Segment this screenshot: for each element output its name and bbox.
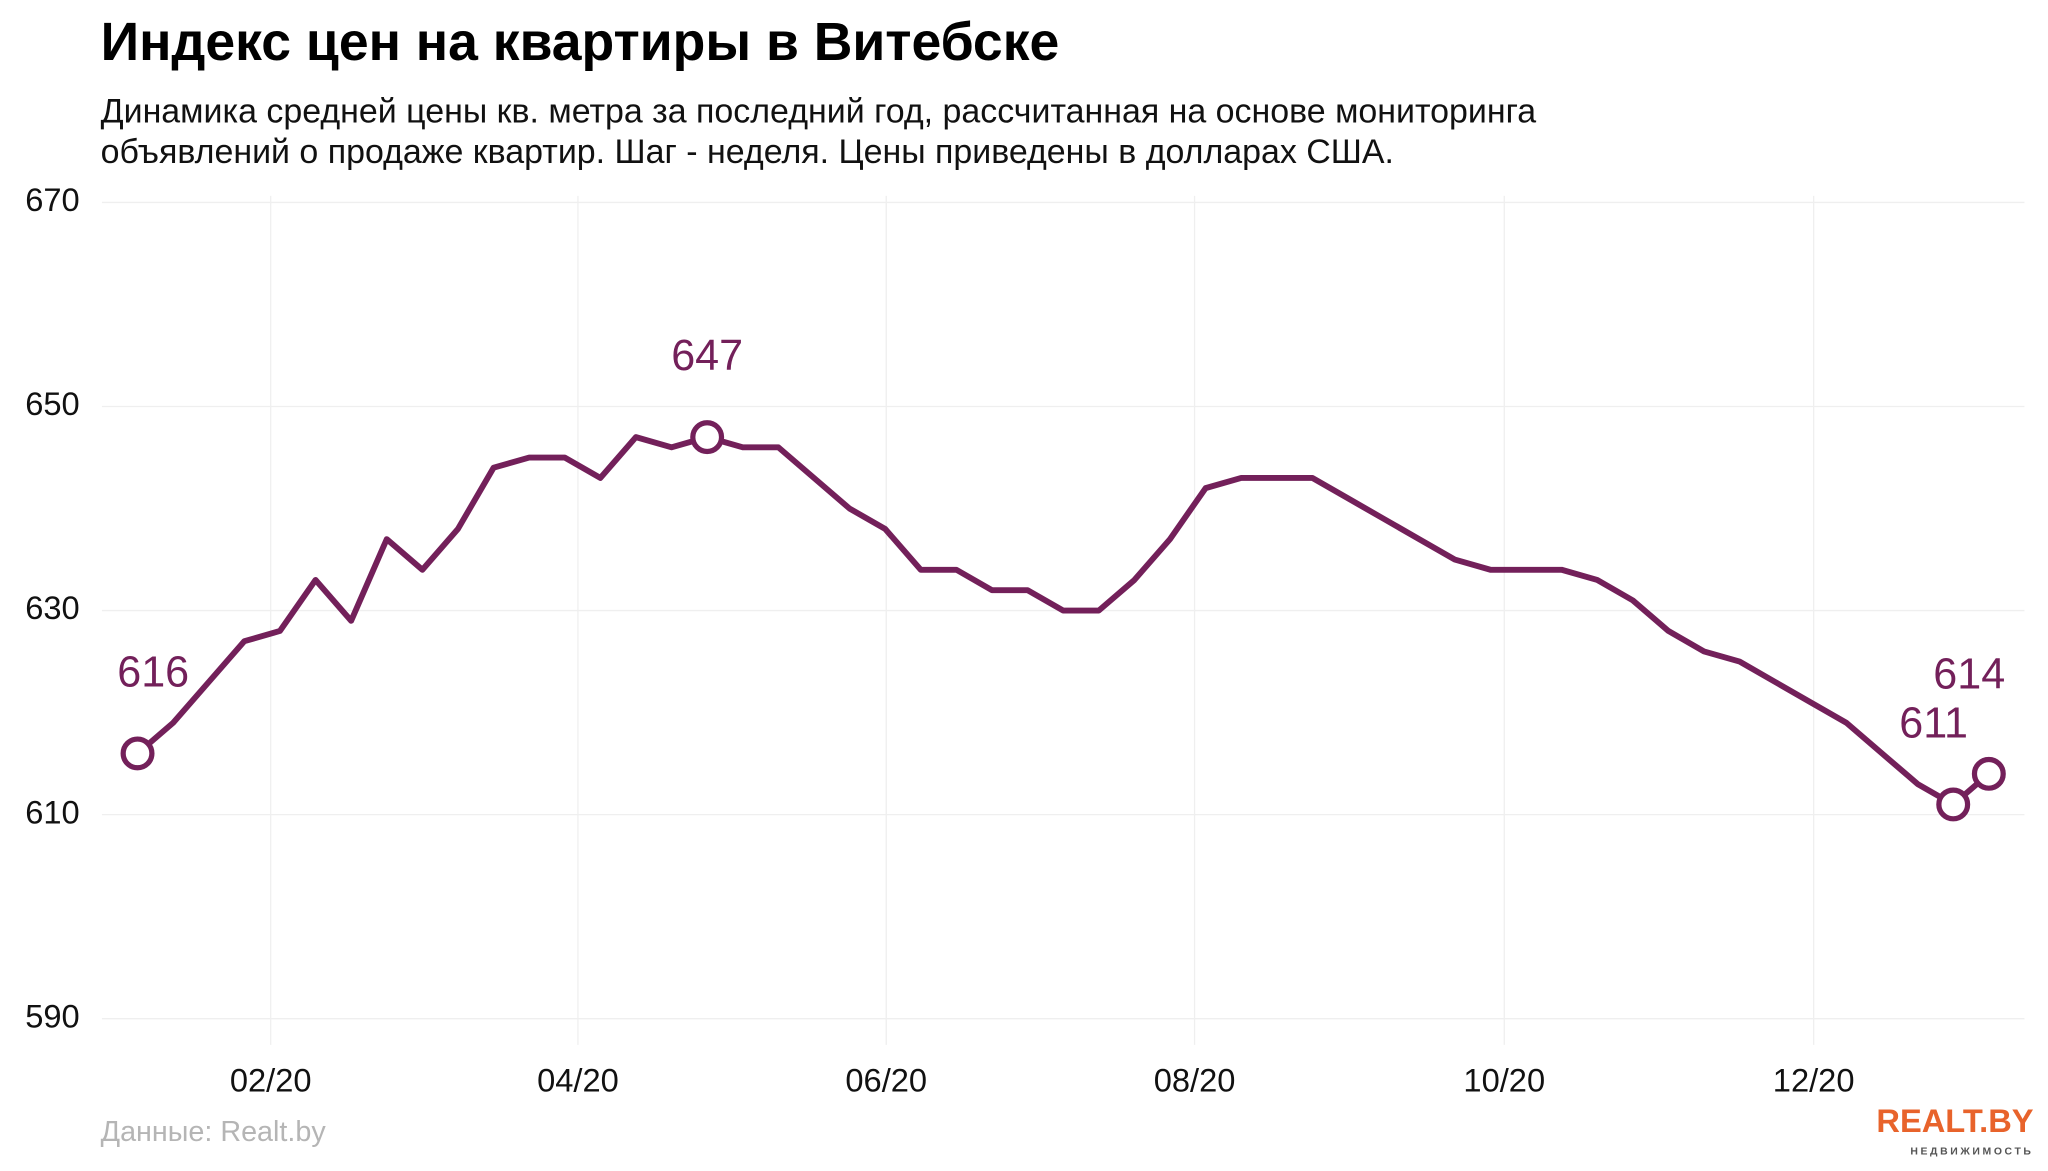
value-label: 614 [1933,651,2005,699]
highlight-marker [1971,756,2006,791]
x-tick-label: 06/20 [845,1061,927,1098]
x-tick-label: 08/20 [1154,1061,1236,1098]
x-tick-label: 10/20 [1463,1061,1545,1098]
value-label: 611 [1899,699,1968,747]
logo-sub: НЕДВИЖИМОСТЬ [1910,1147,2033,1158]
logo: REALT.BY [1876,1102,2033,1139]
chart-subtitle: объявлений о продаже квартир. Шаг - неде… [101,133,1394,171]
highlight-marker [690,420,725,455]
x-tick-label: 04/20 [537,1061,619,1098]
highlight-marker [1936,787,1971,822]
value-label: 647 [671,332,743,380]
highlight-marker [120,736,155,771]
line [135,434,1991,808]
x-tick-label: 12/20 [1773,1061,1855,1098]
y-tick-label: 630 [25,589,79,626]
x-tick-label: 02/20 [230,1061,312,1098]
y-tick-label: 590 [25,997,79,1034]
source: Данные: Realt.by [101,1116,327,1148]
chart-title: Индекс цен на квартиры в Витебске [101,13,1060,72]
y-tick-label: 650 [25,385,79,422]
y-tick-label: 670 [25,181,79,218]
value-label: 616 [117,648,189,696]
y-tick-label: 610 [25,793,79,830]
chart-subtitle: Динамика средней цены кв. метра за после… [101,93,1537,131]
